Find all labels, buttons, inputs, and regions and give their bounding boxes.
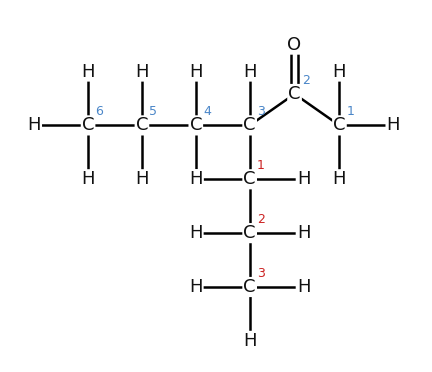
Text: 3: 3	[257, 267, 265, 280]
Text: C: C	[243, 278, 256, 296]
Text: H: H	[189, 62, 203, 80]
Text: 4: 4	[203, 105, 211, 118]
Text: H: H	[243, 332, 257, 350]
Text: H: H	[297, 278, 310, 296]
Text: H: H	[333, 62, 346, 80]
Text: H: H	[189, 170, 203, 188]
Text: O: O	[287, 36, 302, 54]
Text: C: C	[82, 116, 94, 134]
Text: H: H	[243, 62, 257, 80]
Text: 3: 3	[257, 105, 265, 118]
Text: H: H	[297, 224, 310, 242]
Text: 6: 6	[95, 105, 103, 118]
Text: H: H	[189, 224, 203, 242]
Text: C: C	[243, 116, 256, 134]
Text: C: C	[136, 116, 148, 134]
Text: H: H	[28, 116, 41, 134]
Text: H: H	[81, 62, 95, 80]
Text: H: H	[135, 170, 149, 188]
Text: C: C	[243, 170, 256, 188]
Text: C: C	[288, 85, 301, 103]
Text: 2: 2	[257, 213, 265, 226]
Text: H: H	[135, 62, 149, 80]
Text: C: C	[243, 224, 256, 242]
Text: H: H	[189, 278, 203, 296]
Text: H: H	[297, 170, 310, 188]
Text: 2: 2	[302, 74, 310, 87]
Text: C: C	[190, 116, 202, 134]
Text: 5: 5	[149, 105, 157, 118]
Text: 1: 1	[346, 105, 355, 118]
Text: H: H	[387, 116, 400, 134]
Text: H: H	[333, 170, 346, 188]
Text: C: C	[333, 116, 346, 134]
Text: 1: 1	[257, 159, 265, 172]
Text: H: H	[189, 170, 203, 188]
Text: H: H	[81, 170, 95, 188]
